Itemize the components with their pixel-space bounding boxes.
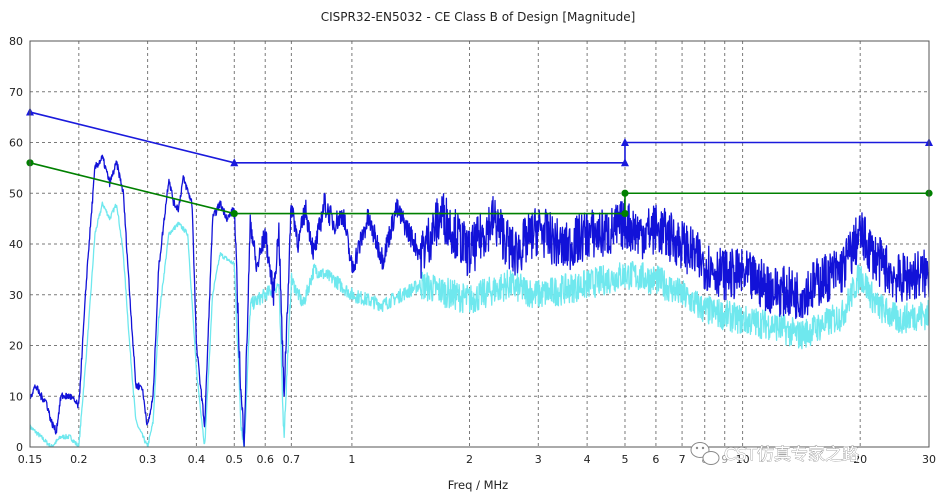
plot-frame	[29, 40, 930, 448]
x-tick-label: 3	[535, 453, 542, 466]
y-tick-label: 30	[9, 289, 23, 302]
x-tick-label: 10	[736, 453, 750, 466]
y-tick-label: 10	[9, 390, 23, 403]
series-layer	[26, 107, 933, 447]
quasi-peak-limit-marker	[230, 158, 239, 167]
x-tick-label: 5	[621, 453, 628, 466]
x-tick-label: 20	[853, 453, 867, 466]
y-tick-label: 50	[9, 187, 23, 200]
x-axis-title: Freq / MHz	[448, 478, 508, 492]
x-tick-label: 0.5	[226, 453, 244, 466]
peak-emission-line	[30, 154, 929, 447]
y-tick-labels: 0 10 20 30 40 50 60 70 80	[9, 35, 23, 454]
y-tick-label: 80	[9, 35, 23, 48]
x-tick-label: 9	[721, 453, 728, 466]
x-tick-label: 2	[466, 453, 473, 466]
y-tick-label: 70	[9, 86, 23, 99]
y-tick-label: 0	[16, 441, 23, 454]
x-tick-label: 0.2	[70, 453, 88, 466]
watermark: CST仿真专家之路	[690, 442, 859, 465]
x-tick-label: 0.7	[283, 453, 301, 466]
x-tick-label: 30	[922, 453, 936, 466]
x-tick-label: 0.6	[256, 453, 274, 466]
quasi-peak-limit-marker	[620, 138, 629, 146]
x-tick-label: 7	[679, 453, 686, 466]
x-tick-label: 0.4	[188, 453, 206, 466]
x-tick-labels: 0.150.20.30.40.50.60.7123456789102030	[18, 453, 936, 466]
average-limit-marker	[230, 209, 238, 218]
y-tick-label: 40	[9, 238, 23, 251]
average-limit-marker	[621, 189, 629, 197]
average-emission-line	[30, 201, 929, 447]
y-tick-label: 20	[9, 340, 23, 353]
watermark-text: CST仿真专家之路	[724, 445, 859, 465]
x-tick-label: 0.15	[18, 453, 43, 466]
x-tick-label: 1	[348, 453, 355, 466]
grid-lines	[30, 41, 929, 447]
x-tick-label: 0.3	[139, 453, 157, 466]
chart-title: CISPR32-EN5032 - CE Class B of Design [M…	[321, 10, 636, 24]
y-tick-label: 60	[9, 137, 23, 150]
average-limit-marker	[621, 209, 629, 218]
wechat-icon	[690, 442, 720, 465]
quasi-peak-limit-marker	[620, 158, 629, 167]
x-tick-label: 4	[584, 453, 591, 466]
x-tick-label: 6	[652, 453, 659, 466]
